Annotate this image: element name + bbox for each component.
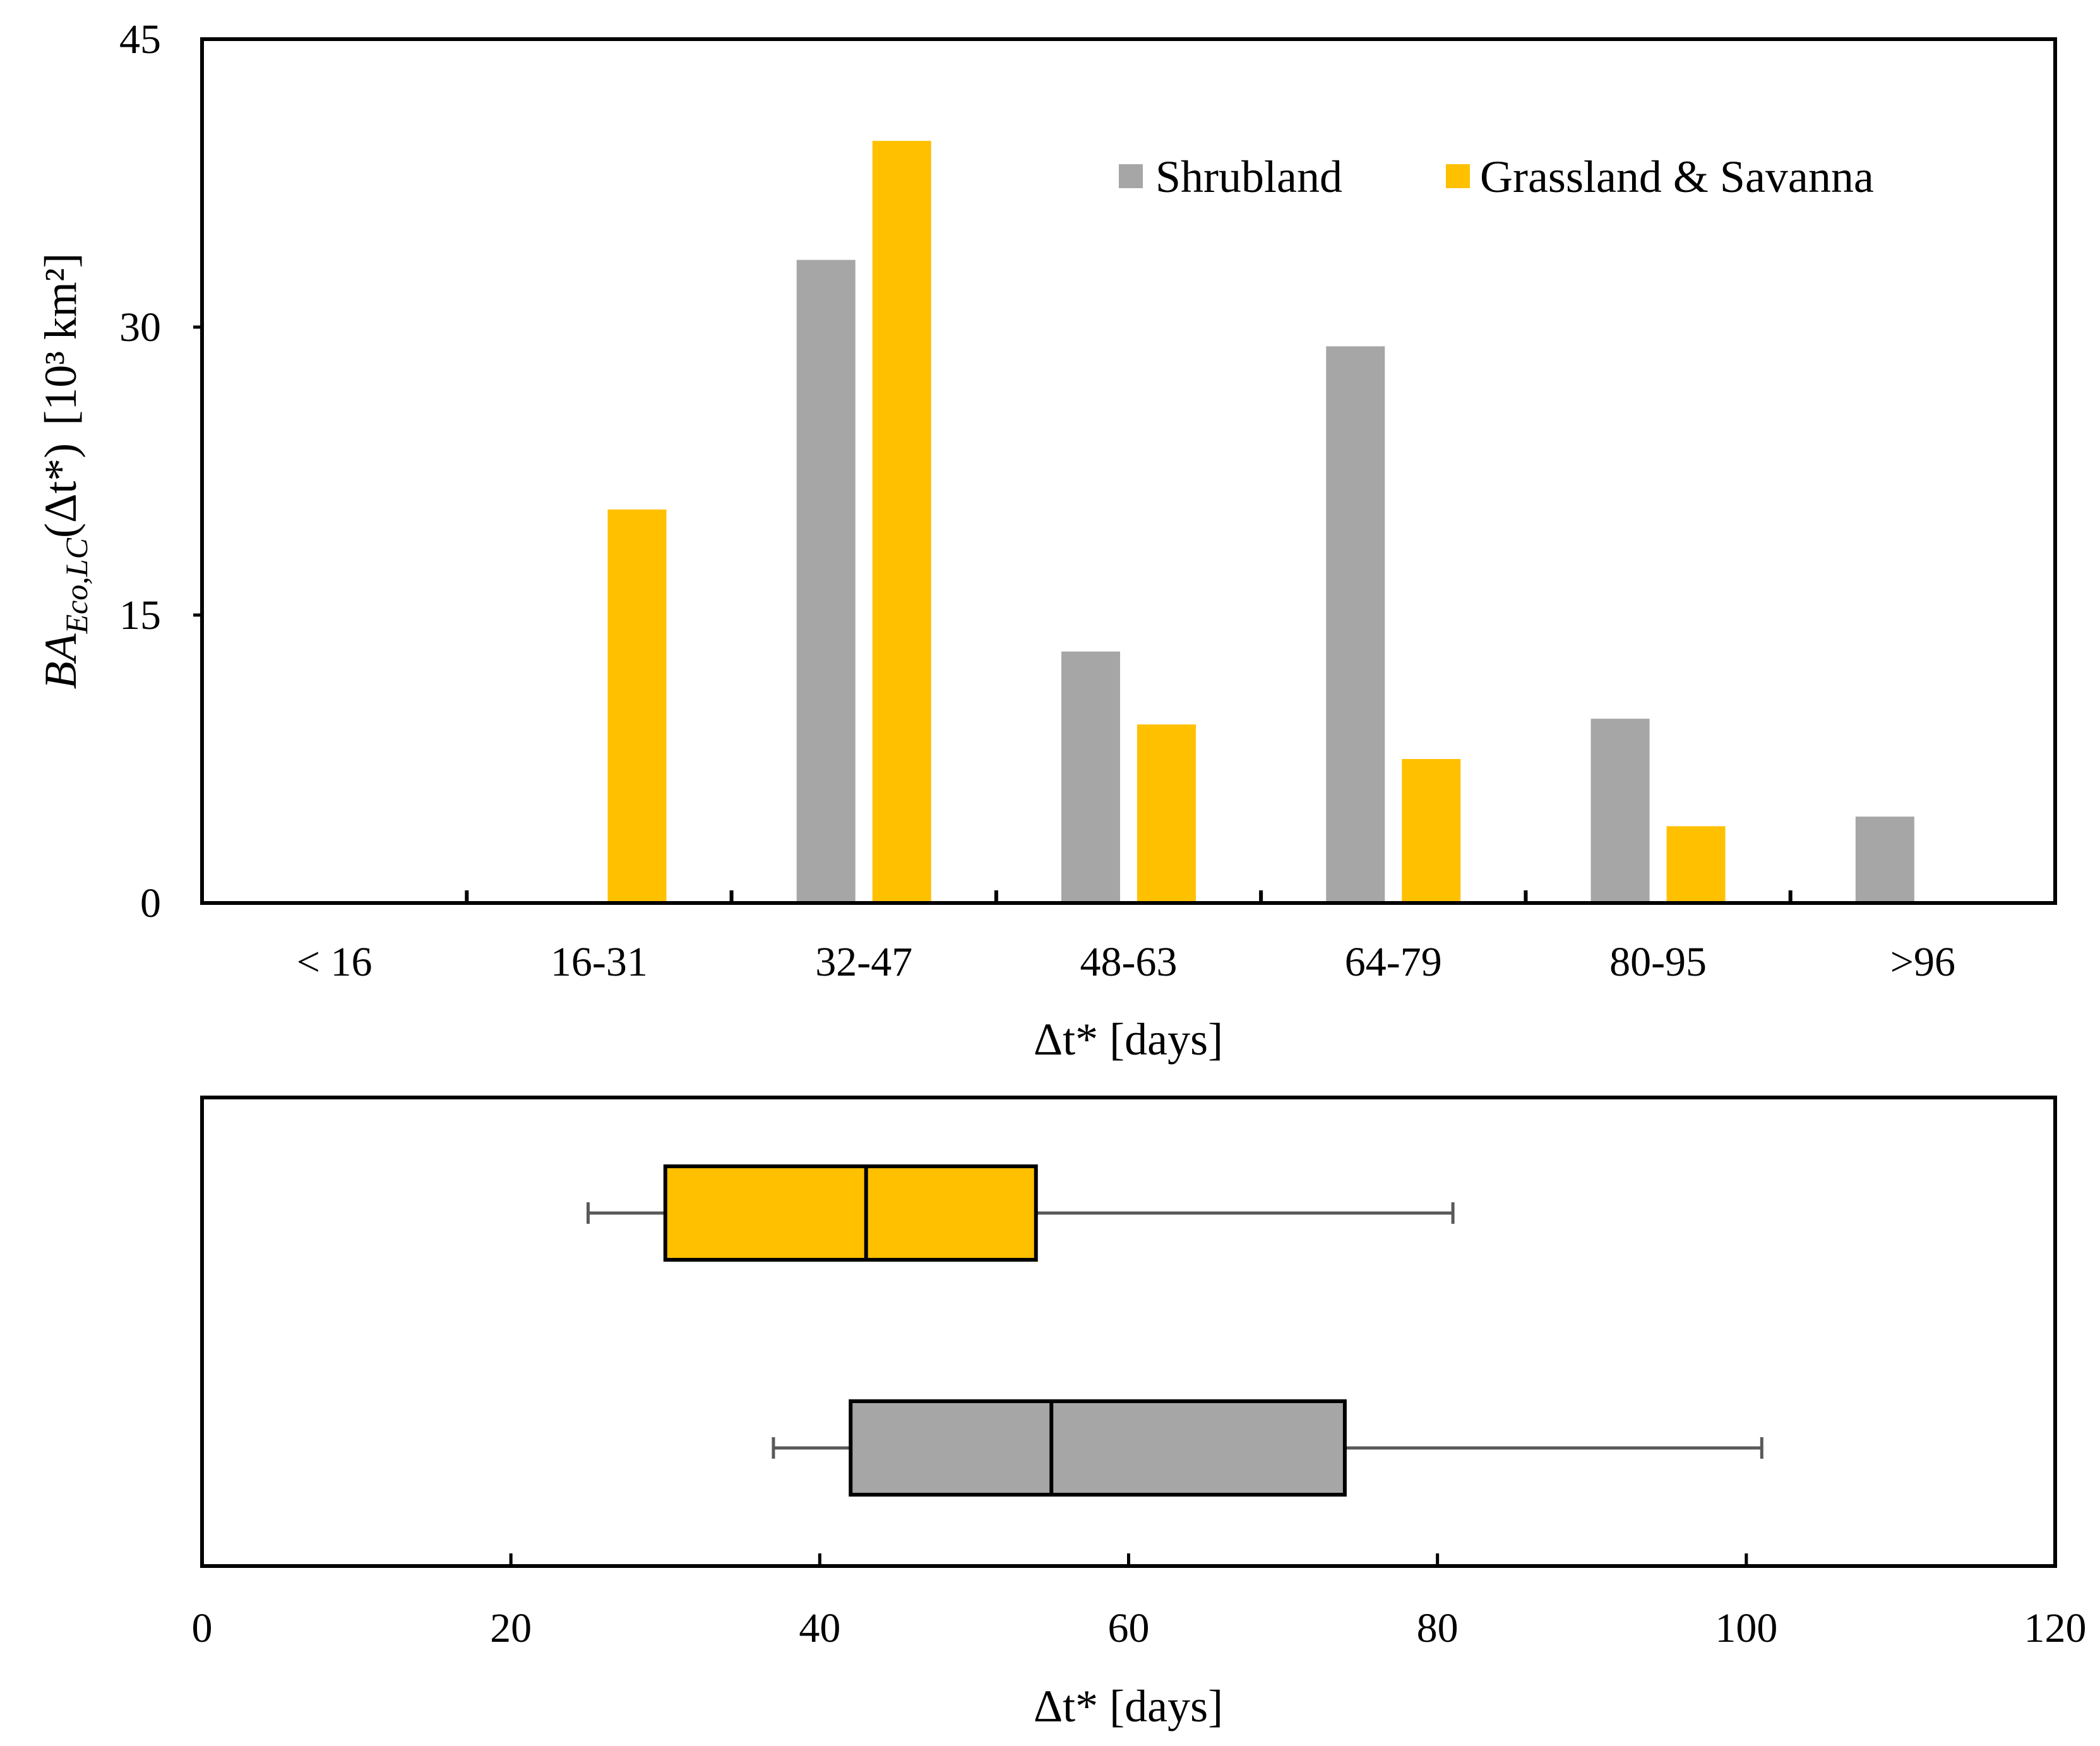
- svg-text:BAEco,LC(Δt*)[10³ km²]: BAEco,LC(Δt*) [10³ km²]: [35, 253, 94, 690]
- box-x-tick-label: 120: [2024, 1605, 2087, 1651]
- legend-swatch-shrubland: [1119, 164, 1143, 188]
- iqr-box-grassland-savanna: [663, 1164, 1038, 1262]
- box-x-tick-label: 20: [490, 1605, 532, 1651]
- bar-plot-frame: [200, 37, 2057, 905]
- y-title-units: [10³ km²]: [35, 253, 86, 426]
- bar-shrubland-96: [1855, 816, 1914, 903]
- box-plot-chart: 0 20 40 60 80 100 120 Δt* [days]: [192, 1096, 2087, 1731]
- bar-y-tick-label: 15: [119, 592, 161, 638]
- box-x-tick-label: 80: [1417, 1605, 1459, 1651]
- box-x-tick-label: 0: [192, 1605, 213, 1651]
- legend-swatch-grassland-savanna: [1446, 164, 1470, 188]
- y-title-main: BA: [35, 633, 86, 689]
- bar-y-axis-title: BAEco,LC(Δt*) [10³ km²]: [35, 253, 94, 690]
- bar-marks: [607, 141, 1914, 904]
- legend-label-grassland-savanna: Grassland & Savanna: [1480, 152, 1874, 202]
- box-x-axis-title: Δt* [days]: [1034, 1681, 1223, 1731]
- bar-y-tick-label: 45: [119, 16, 161, 63]
- bar-grassland-savanna-16-31: [607, 509, 667, 903]
- box-x-tick-label: 60: [1108, 1605, 1150, 1651]
- y-title-argument: (Δt*): [35, 443, 86, 538]
- bar-y-ticks: 0 15 30 45: [119, 16, 202, 926]
- box-x-ticks: 0 20 40 60 80 100 120: [192, 1553, 2087, 1651]
- box-x-tick-label: 100: [1715, 1605, 1777, 1651]
- bar-y-tick-label: 30: [119, 304, 161, 350]
- bar-x-ticks: < 16 16-31 32-47 48-63 64-79 80-95 >96: [297, 890, 1955, 985]
- bar-x-axis-title: Δt* [days]: [1034, 1014, 1223, 1065]
- box-x-tick-label: 40: [799, 1605, 840, 1651]
- bar-x-tick-label-16-31: 16-31: [551, 939, 648, 985]
- bar-x-tick-label-32-47: 32-47: [815, 939, 912, 985]
- box-plot-marks: [586, 1164, 1763, 1497]
- bar-grassland-savanna-32-47: [872, 141, 931, 903]
- bar-grassland-savanna-64-79: [1402, 759, 1461, 903]
- iqr-box-shrubland: [849, 1399, 1347, 1497]
- y-title-subscript: Eco,LC: [59, 537, 94, 634]
- bar-x-tick-label-16: < 16: [297, 939, 373, 985]
- bar-x-tick-label-64-79: 64-79: [1345, 939, 1442, 985]
- legend-label-shrubland: Shrubland: [1155, 152, 1342, 202]
- bar-shrubland-64-79: [1326, 346, 1385, 903]
- bar-x-tick-label-96: >96: [1890, 939, 1955, 985]
- bar-chart: 0 15 30 45 < 16 16-31 32-47 48-63 64-79 80-95 >96…: [35, 16, 2057, 1065]
- legend: Shrubland Grassland & Savanna: [1119, 152, 1874, 202]
- bar-y-tick-label: 0: [140, 880, 161, 926]
- bar-grassland-savanna-80-95: [1666, 826, 1726, 903]
- bar-shrubland-80-95: [1590, 719, 1650, 903]
- bar-shrubland-32-47: [796, 260, 856, 904]
- bar-x-tick-label-48-63: 48-63: [1080, 939, 1178, 985]
- bar-shrubland-48-63: [1061, 651, 1120, 903]
- box-shrubland: [772, 1399, 1763, 1497]
- bar-grassland-savanna-48-63: [1137, 724, 1196, 903]
- bar-x-tick-label-80-95: 80-95: [1609, 939, 1707, 985]
- box-grassland-savanna: [586, 1164, 1455, 1262]
